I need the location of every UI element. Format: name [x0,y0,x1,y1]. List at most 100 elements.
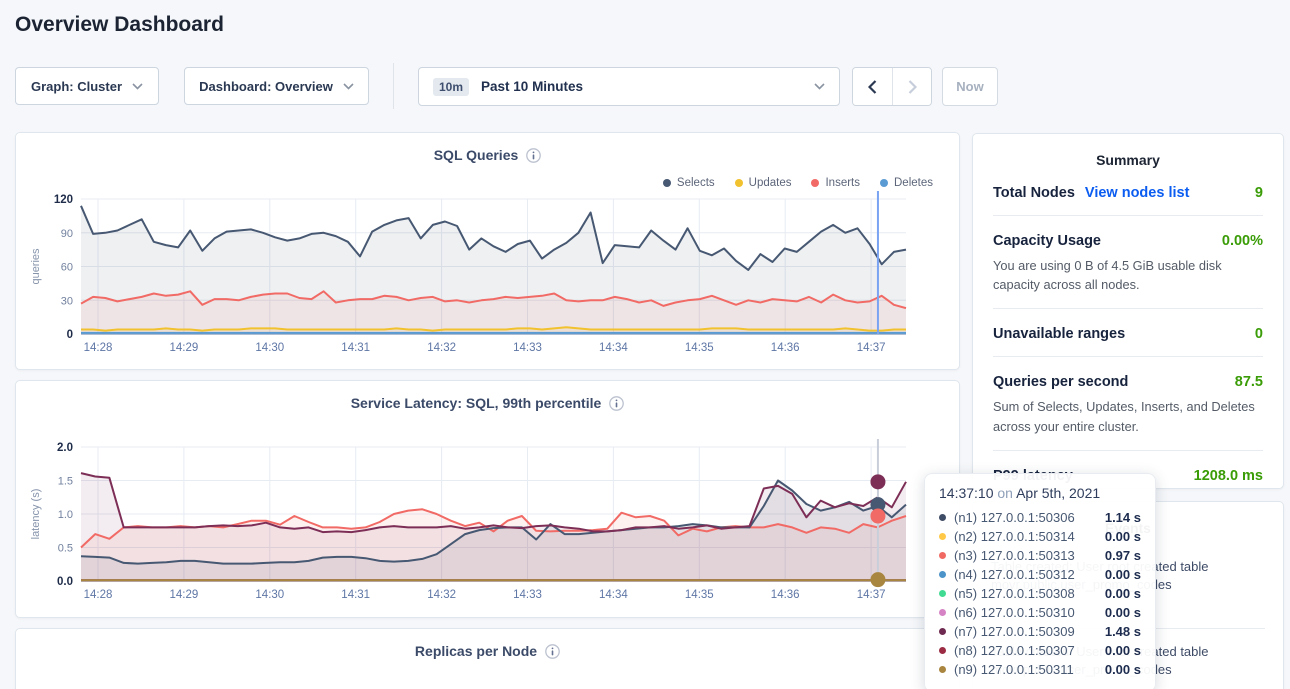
tooltip-node-value: 0.00 s [1104,605,1141,620]
sql-queries-legend: Selects Updates Inserts Deletes [662,177,933,189]
tooltip-node-row: (n7) 127.0.0.1:50309 1.48 s [939,622,1141,641]
node-series-dot-icon [939,552,946,559]
svg-text:14:34: 14:34 [599,589,628,601]
graph-scope-dropdown[interactable]: Graph: Cluster [15,67,159,105]
legend-item-updates[interactable]: Updates [734,177,791,189]
sql-queries-chart[interactable]: 14:28 14:29 14:30 14:31 14:32 14:33 14:34 14:35… [16,169,959,369]
tooltip-node-value: 1.14 s [1104,510,1141,525]
info-icon[interactable] [545,644,560,662]
service-latency-card: Service Latency: SQL, 99th percentile 14… [15,380,960,618]
summary-label: Capacity Usage [993,233,1101,249]
chevron-down-icon [132,82,143,90]
legend-item-selects[interactable]: Selects [662,177,715,189]
dashboard-dropdown[interactable]: Dashboard: Overview [184,67,369,105]
sql-queries-title-row: SQL Queries [16,147,959,166]
replicas-title: Replicas per Node [414,643,538,659]
node-series-dot-icon [939,571,946,578]
svg-text:14:34: 14:34 [599,342,628,354]
summary-description: You are using 0 B of 4.5 GiB usable disk… [993,258,1222,293]
svg-text:14:29: 14:29 [170,589,199,601]
tooltip-node-row: (n1) 127.0.0.1:50306 1.14 s [939,508,1141,527]
svg-text:30: 30 [61,295,73,307]
svg-text:120: 120 [54,194,73,206]
summary-row-total-nodes: Total Nodes View nodes list 9 [993,168,1263,216]
chart-hover-tooltip: 14:37:10 on Apr 5th, 2021 (n1) 127.0.0.1… [924,473,1156,689]
sql-queries-card: SQL Queries Selects Updates Inserts Deletes… [15,132,960,370]
svg-text:14:33: 14:33 [513,589,542,601]
summary-row-queries-per-second: Queries per second 87.5 Sum of Selects, Up… [993,357,1263,451]
time-range-dropdown[interactable]: 10m Past 10 Minutes [418,67,840,106]
info-icon[interactable] [609,396,625,414]
tooltip-timestamp: 14:37:10 on Apr 5th, 2021 [939,485,1141,501]
svg-text:queries: queries [30,248,42,285]
svg-text:14:29: 14:29 [170,342,199,354]
svg-text:14:28: 14:28 [84,589,113,601]
svg-text:14:31: 14:31 [341,342,370,354]
svg-text:14:37: 14:37 [857,589,886,601]
tooltip-node-value: 1.48 s [1104,624,1141,639]
svg-text:14:32: 14:32 [427,342,456,354]
svg-text:14:30: 14:30 [255,342,284,354]
service-latency-title-row: Service Latency: SQL, 99th percentile [16,395,959,414]
info-icon[interactable] [526,148,542,166]
summary-value: 1208.0 ms [1193,467,1263,484]
tooltip-node-address: (n7) 127.0.0.1:50309 [954,624,1075,639]
summary-value: 87.5 [1234,374,1263,391]
page-title: Overview Dashboard [15,13,224,36]
node-series-dot-icon [939,609,946,616]
now-button[interactable]: Now [942,67,998,106]
service-latency-chart[interactable]: 14:28 14:29 14:30 14:31 14:32 14:33 14:34 14:35… [16,417,959,612]
legend-item-deletes[interactable]: Deletes [880,177,933,189]
chevron-down-icon [343,82,354,90]
tooltip-node-address: (n1) 127.0.0.1:50306 [954,510,1075,525]
view-nodes-list-link[interactable]: View nodes list [1084,185,1190,201]
legend-label: Selects [676,177,715,189]
tooltip-node-row: (n6) 127.0.0.1:50310 0.00 s [939,603,1141,622]
summary-value: 0 [1254,326,1263,343]
legend-dot-icon [811,179,820,187]
graph-scope-label: Graph: Cluster [30,78,122,94]
node-series-dot-icon [939,647,946,654]
summary-label: Unavailable ranges [993,326,1126,343]
time-step-forward-button[interactable] [892,68,931,105]
tooltip-node-value: 0.00 s [1104,529,1141,544]
sql-queries-title: SQL Queries [433,147,519,163]
svg-text:1.0: 1.0 [58,509,73,521]
tooltip-date: Apr 5th, 2021 [1016,485,1101,501]
svg-text:14:36: 14:36 [771,589,800,601]
tooltip-node-value: 0.00 s [1104,567,1141,582]
tooltip-node-address: (n9) 127.0.0.1:50311 [954,662,1074,677]
time-range-badge: 10m [433,77,470,96]
svg-text:0.0: 0.0 [57,576,73,588]
node-series-dot-icon [939,628,946,635]
svg-text:14:30: 14:30 [255,589,284,601]
svg-text:14:31: 14:31 [341,589,370,601]
time-step-back-button[interactable] [853,68,892,105]
node-series-dot-icon [939,533,946,540]
node-series-dot-icon [939,590,946,597]
chevron-right-icon [908,79,917,94]
summary-panel: Summary Total Nodes View nodes list 9 Capac… [972,133,1284,489]
service-latency-title: Service Latency: SQL, 99th percentile [350,395,602,411]
summary-value: 0.00% [1221,233,1263,249]
svg-text:14:33: 14:33 [513,342,542,354]
legend-label: Inserts [825,177,860,189]
tooltip-node-value: 0.00 s [1104,586,1141,601]
tooltip-on-word: on [997,485,1013,501]
svg-text:14:37: 14:37 [857,342,886,354]
replicas-per-node-card: Replicas per Node [15,628,960,689]
svg-text:60: 60 [61,262,73,274]
tooltip-node-value: 0.00 s [1104,662,1141,677]
replicas-title-row: Replicas per Node [16,643,959,662]
tooltip-rows: (n1) 127.0.0.1:50306 1.14 s (n2) 127.0.0.1… [939,508,1141,679]
svg-text:0.5: 0.5 [58,543,73,555]
tooltip-node-row: (n9) 127.0.0.1:50311 0.00 s [939,660,1141,679]
tooltip-node-row: (n4) 127.0.0.1:50312 0.00 s [939,565,1141,584]
svg-text:2.0: 2.0 [57,442,73,454]
tooltip-node-address: (n6) 127.0.0.1:50310 [954,605,1075,620]
tooltip-node-address: (n2) 127.0.0.1:50314 [954,529,1075,544]
legend-item-inserts[interactable]: Inserts [811,177,860,189]
summary-title: Summary [1096,152,1160,168]
summary-label: Queries per second [993,374,1129,391]
